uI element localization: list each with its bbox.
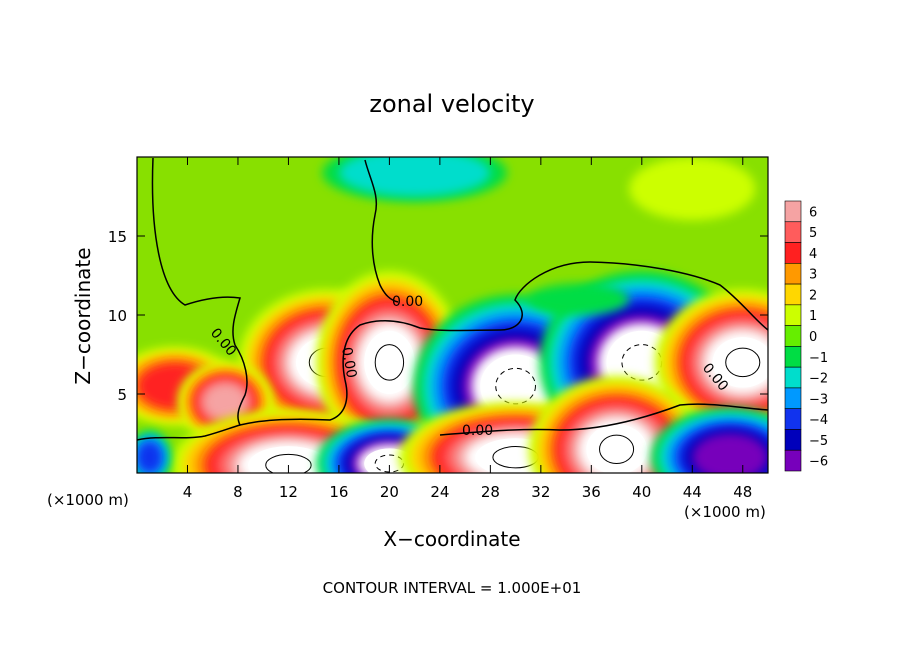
x-axis-label: X−coordinate [383,527,520,551]
x-tick-label: 36 [582,483,601,501]
zero-contour-line [151,157,768,426]
velocity-cell [629,157,756,221]
x-tick-label: 8 [233,483,243,501]
colorbar-swatch [784,283,802,306]
y-tick-label: 15 [108,228,127,246]
colorbar-label: −1 [809,351,828,366]
colorbar-swatch [784,346,802,368]
x-tick-label: 48 [733,483,752,501]
plot-area: 0.00 0.00 0.00 0.00 0.00 [136,156,769,474]
velocity-core [364,330,415,394]
y-axis-label: Z−coordinate [71,247,95,384]
colorbar-label: 4 [809,247,817,262]
velocity-band [629,157,756,221]
colorbar-label: −4 [809,413,828,428]
velocity-cell [654,289,768,436]
contour-label: 0.00 [392,294,423,310]
velocity-band [338,157,491,197]
x-unit-label-left: (×1000 m) [47,491,129,509]
contour-label: 0.00 [462,423,493,439]
x-tick-label: 28 [481,483,500,501]
x-tick-label: 16 [329,483,348,501]
velocity-cell [322,157,507,202]
velocity-band [692,433,768,473]
colorbar-label: 6 [809,205,817,220]
colorbar-label: 3 [809,268,817,283]
velocity-core [480,354,551,418]
inner-contour [725,347,761,378]
colorbar-label: −3 [809,392,828,407]
colorbar-swatch [784,304,802,326]
velocity-cell [650,407,768,473]
colorbar-label: −2 [809,372,828,387]
chart-title: zonal velocity [369,90,534,118]
y-tick-label: 5 [117,386,127,404]
colorbar-swatch [784,263,802,285]
zero-contour-line-4 [137,424,241,441]
contour-label: 0.00 [338,346,359,379]
colorbar-label: 5 [809,226,817,241]
colorbar-label: 2 [809,288,817,303]
inner-contour [599,434,635,465]
zero-contour-line-3 [439,403,768,436]
colorbar-label: −6 [809,455,828,470]
colorbar-swatch [784,429,802,451]
colorbar-label: −5 [809,434,828,449]
colorbar-label: 0 [809,330,817,345]
colorbar-swatch [784,449,802,472]
zero-contour-line-2 [364,159,399,303]
y-tick-label: 10 [108,307,127,325]
velocity-band [528,283,630,316]
velocity-core [248,446,329,473]
inner-contour [374,344,405,381]
x-tick-label: 40 [632,483,651,501]
x-tick-label: 24 [430,483,449,501]
colorbar-swatch [784,387,802,409]
x-tick-label: 32 [531,483,550,501]
velocity-cell [137,430,171,473]
colorbar-swatch [784,242,802,264]
colorbar-swatch [784,325,802,347]
velocity-band [202,382,249,421]
x-tick-label: 4 [183,483,193,501]
x-tick-label: 20 [380,483,399,501]
x-tick-label: 44 [683,483,702,501]
inner-contour [265,453,312,473]
x-unit-label-right: (×1000 m) [684,503,766,521]
x-axis: 4 8 12 16 20 24 28 32 36 40 44 48 [183,157,752,501]
colorbar-swatch [784,408,802,430]
velocity-band [137,441,163,473]
velocity-cell [528,283,630,316]
velocity-core [712,337,768,388]
velocity-core [586,424,647,473]
colorbar-swatch [784,366,802,389]
colorbar: 6 5 4 3 2 1 0 −1 −2 −3 −4 −5 −6 [784,200,828,472]
contour-interval-footer: CONTOUR INTERVAL = 1.000E+01 [323,579,582,597]
colorbar-swatch [784,200,802,223]
y-axis: 5 10 15 [108,228,768,404]
x-tick-label: 12 [279,483,298,501]
colorbar-swatch [784,221,802,243]
colorbar-label: 1 [809,309,817,324]
